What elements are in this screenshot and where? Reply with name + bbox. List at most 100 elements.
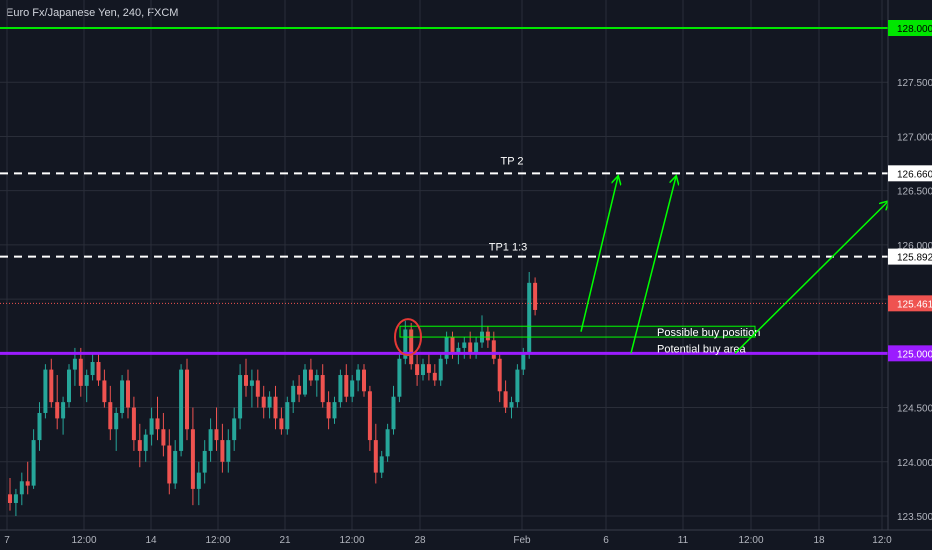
buy-position-label: Possible buy position	[657, 327, 760, 339]
highlight-circle[interactable]	[394, 318, 422, 357]
candle-body	[273, 396, 278, 419]
candle-body	[332, 402, 337, 419]
time-axis-bg	[0, 530, 932, 550]
candle-body	[462, 342, 467, 348]
candle-body	[303, 369, 307, 395]
candle-body	[131, 407, 136, 441]
candle-body	[49, 369, 54, 403]
price-tag-last-bg	[888, 295, 932, 312]
candle-body	[261, 396, 266, 408]
candle-body	[485, 331, 490, 341]
time-tick-label: 12:00	[339, 535, 364, 546]
time-tick-label: 12:00	[738, 535, 763, 546]
buy-area-label: Potential buy area	[657, 343, 747, 355]
candle-body	[350, 380, 355, 397]
candle-body	[90, 362, 95, 376]
time-tick-label: 6	[603, 535, 609, 546]
candle-body	[362, 369, 366, 392]
target-arrow-3[interactable]	[734, 202, 888, 354]
price-tag-tp2: 126.660	[897, 169, 932, 180]
price-tick-label: 127.000	[897, 132, 932, 143]
candle-body	[421, 364, 425, 376]
candle-body	[232, 418, 237, 441]
candle-body	[173, 450, 178, 484]
candle-body	[143, 434, 148, 451]
candle-body	[126, 380, 130, 408]
candle-body	[409, 329, 414, 365]
candle-body	[84, 375, 89, 386]
price-tag-128-bg	[888, 20, 932, 36]
candle-body	[61, 402, 66, 419]
time-tick-label: 28	[414, 535, 426, 546]
price-tick-label: 123.500	[897, 512, 932, 523]
candle-body	[37, 412, 42, 441]
candle-body	[31, 440, 36, 486]
time-tick-label: 12:00	[205, 535, 230, 546]
candle-body	[226, 440, 231, 462]
buy-position-box[interactable]	[399, 325, 756, 338]
candle-body	[314, 375, 319, 381]
candle-body	[391, 396, 396, 430]
target-arrow-2[interactable]	[630, 177, 676, 354]
candle-body	[185, 369, 189, 430]
time-tick-label: Feb	[513, 535, 531, 546]
candlestick-series	[8, 272, 538, 516]
candle-body	[474, 342, 479, 354]
candle-body	[438, 358, 443, 381]
candle-body	[521, 353, 526, 370]
candle-body	[373, 440, 378, 473]
tp2-label: TP 2	[500, 155, 523, 167]
candle-body	[533, 282, 538, 310]
time-tick-label: 18	[813, 535, 825, 546]
price-tag-125-bg	[888, 345, 932, 362]
candle-body	[102, 380, 107, 403]
candle-body	[78, 358, 83, 386]
candle-body	[167, 445, 172, 484]
candle-body	[214, 429, 219, 441]
candle-body	[379, 456, 384, 473]
candle-body	[456, 347, 461, 354]
candle-body	[137, 440, 142, 451]
candle-body	[338, 375, 343, 403]
candle-body	[515, 369, 520, 403]
candle-body	[25, 481, 30, 486]
candle-body	[326, 402, 331, 419]
candle-body	[190, 429, 195, 489]
candle-body	[155, 418, 160, 430]
grid	[0, 0, 888, 530]
time-axis[interactable]: 7 12:00 14 12:00 21 12:00 28 Feb 6 11 12:00 18 12:0	[0, 529, 932, 550]
price-tick-label: 126.000	[897, 241, 932, 252]
candle-body	[220, 440, 225, 462]
candle-body	[238, 375, 243, 419]
price-tag-125: 125.000	[897, 349, 932, 360]
price-axis-bg	[888, 0, 932, 550]
target-arrow-1[interactable]	[580, 177, 618, 332]
candle-body	[55, 402, 60, 419]
candle-body	[509, 402, 514, 408]
candle-body	[497, 358, 502, 392]
candle-body	[444, 337, 449, 359]
chart-title: Euro Fx/Japanese Yen, 240, FXCM	[6, 7, 179, 19]
price-tick-label: 124.500	[897, 404, 932, 415]
candle-body	[43, 369, 48, 413]
candle-body	[415, 364, 420, 376]
candle-body	[114, 412, 119, 430]
candle-body	[308, 369, 313, 381]
price-axis[interactable]: 123.500124.000124.500125.000125.500126.0…	[887, 0, 932, 550]
candle-body	[367, 391, 372, 441]
candle-body	[527, 282, 532, 354]
drawing-overlays[interactable]: TP 2 TP1 1:3 Possible buy position Potentia…	[0, 27, 888, 357]
time-tick-label: 12:0	[872, 535, 892, 546]
candle-body	[432, 372, 437, 381]
price-tick-label: 126.500	[897, 187, 932, 198]
candle-body	[244, 375, 248, 386]
candle-body	[450, 337, 455, 354]
time-tick-label: 14	[145, 535, 157, 546]
candle-body	[468, 342, 473, 354]
price-tick-label: 124.000	[897, 458, 932, 469]
candle-body	[8, 494, 12, 503]
price-tick-label: 127.500	[897, 78, 932, 89]
price-tag-tp1: 125.892	[897, 253, 932, 264]
candle-body	[297, 385, 302, 395]
